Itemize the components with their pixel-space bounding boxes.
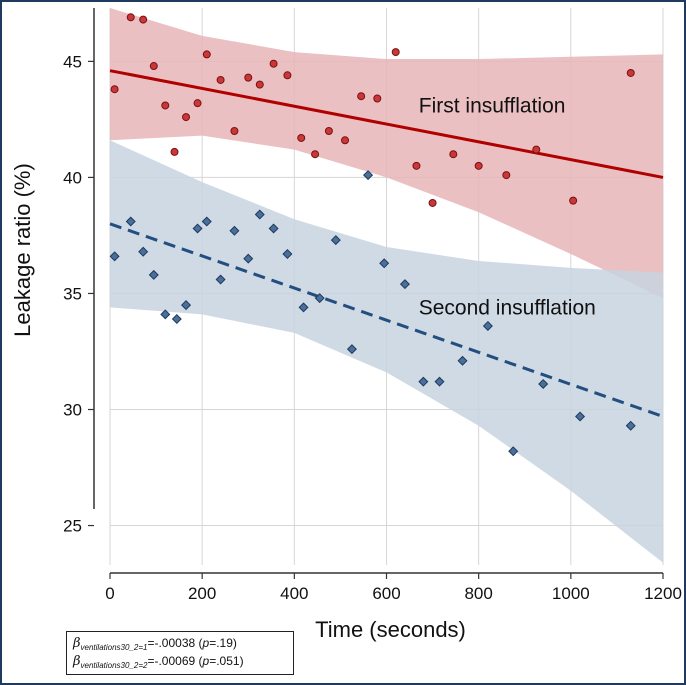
coefficient-legend: βventilations30_2=1=-.00038 (p=.19) βven… [66,631,294,675]
data-point-series-1 [230,127,239,136]
data-point-series-1 [412,161,421,170]
data-point-series-1 [324,127,333,136]
y-tick-label: 35 [63,284,82,303]
legend-p-value: =.051) [209,654,244,668]
x-tick-label: 600 [372,584,400,603]
y-tick-label: 40 [63,168,82,187]
y-tick-label: 25 [63,517,82,536]
data-point-series-1 [311,150,320,159]
x-tick-label: 200 [188,584,216,603]
data-point-series-1 [569,196,578,205]
data-point-series-2 [254,209,265,220]
fit-line-2 [109,222,664,418]
legend-coefficient: =-.00038 ( [147,636,203,650]
data-point-series-1 [532,145,541,154]
data-point-series-2 [482,320,493,331]
legend-coefficient: =-.00069 ( [147,654,203,668]
confidence-band-2 [110,140,663,563]
data-point-series-2 [215,274,226,285]
data-point-series-1 [149,62,158,71]
data-point-series-2 [314,293,325,304]
data-point-series-2 [268,223,279,234]
data-point-series-1 [255,80,264,89]
data-point-series-1 [474,161,483,170]
x-tick-label: 400 [280,584,308,603]
x-tick-label: 1200 [644,584,682,603]
data-point-series-1 [110,85,119,94]
data-point-series-2 [379,258,390,269]
data-point-series-2 [346,344,357,355]
legend-line-second: βventilations30_2=2=-.00069 (p=.051) [73,654,244,670]
data-point-series-1 [626,68,635,77]
x-tick-label: 800 [464,584,492,603]
data-point-series-2 [229,225,240,236]
data-point-series-1 [357,92,366,101]
data-point-series-1 [391,48,400,57]
legend-p-symbol: p [202,636,210,650]
data-point-series-2 [243,253,254,264]
data-point-series-2 [160,309,171,320]
data-point-series-2 [457,355,468,366]
data-point-series-1 [139,15,148,24]
data-point-series-2 [201,216,212,227]
data-point-series-1 [297,133,306,142]
fit-line-1 [109,69,664,179]
data-point-series-1 [182,113,191,122]
data-point-series-2 [298,302,309,313]
y-tick-label: 30 [63,401,82,420]
data-point-series-1 [428,198,437,207]
data-point-series-1 [269,59,278,68]
data-point-series-2 [363,170,374,181]
data-point-series-2 [508,446,519,457]
data-point-series-2 [538,378,549,389]
data-point-series-1 [341,136,350,145]
data-point-series-2 [138,246,149,257]
data-point-series-2 [109,251,120,262]
legend-subscript: ventilations30_2=1 [80,643,148,652]
data-point-series-1 [373,94,382,103]
data-point-series-2 [575,411,586,422]
data-point-series-2 [330,235,341,246]
data-point-series-1 [170,147,179,156]
series-annotation-2: Second insufflation [419,296,596,319]
data-point-series-1 [449,150,458,159]
data-point-series-2 [171,313,182,324]
y-axis-title: Leakage ratio (%) [10,163,35,337]
data-point-series-2 [282,249,293,260]
x-tick-label: 0 [105,584,114,603]
data-point-series-2 [181,300,192,311]
data-point-series-1 [216,75,225,84]
legend-subscript: ventilations30_2=2 [80,661,148,670]
y-tick-label: 45 [63,52,82,71]
data-point-series-2 [148,269,159,280]
legend-line-first: βventilations30_2=1=-.00038 (p=.19) [73,636,237,652]
x-axis-title: Time (seconds) [315,617,466,642]
legend-beta-symbol: β [73,654,81,669]
series-annotation-1: First insufflation [419,94,566,117]
data-point-series-1 [161,101,170,110]
x-tick-label: 1000 [552,584,590,603]
data-point-series-1 [126,13,135,22]
data-point-series-2 [192,223,203,234]
data-point-series-2 [418,376,429,387]
legend-beta-symbol: β [73,636,81,651]
legend-p-symbol: p [202,654,210,668]
data-point-series-2 [434,376,445,387]
data-point-series-1 [283,71,292,80]
data-point-series-1 [244,73,253,82]
data-point-series-2 [625,420,636,431]
data-point-series-2 [125,216,136,227]
legend-p-value: =.19) [209,636,237,650]
data-point-series-2 [399,279,410,290]
data-point-series-1 [193,99,202,108]
data-point-series-1 [202,50,211,59]
data-point-series-1 [502,171,511,180]
